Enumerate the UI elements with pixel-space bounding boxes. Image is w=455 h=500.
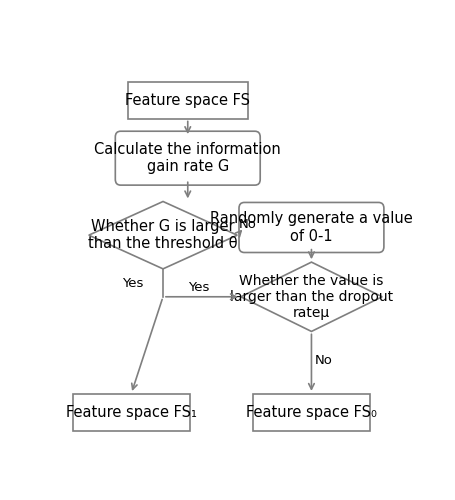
Bar	[253, 394, 369, 430]
Polygon shape	[89, 202, 237, 269]
Text: Whether G is larger
than the threshold θ: Whether G is larger than the threshold θ	[88, 219, 237, 252]
Text: Yes: Yes	[122, 277, 143, 290]
Text: No: No	[313, 354, 331, 367]
Text: Yes: Yes	[187, 281, 208, 294]
FancyBboxPatch shape	[238, 202, 383, 252]
Text: No: No	[238, 218, 256, 231]
FancyBboxPatch shape	[115, 131, 260, 185]
Text: Feature space FS: Feature space FS	[125, 93, 250, 108]
Polygon shape	[240, 262, 381, 332]
Text: Feature space FS₀: Feature space FS₀	[245, 405, 376, 420]
Text: Randomly generate a value
of 0-1: Randomly generate a value of 0-1	[210, 212, 412, 244]
Bar	[73, 394, 189, 430]
Text: Whether the value is
larger than the dropout
rateμ: Whether the value is larger than the dro…	[229, 274, 392, 320]
Text: Feature space FS₁: Feature space FS₁	[66, 405, 196, 420]
Bar	[127, 82, 248, 118]
Text: Calculate the information
gain rate G: Calculate the information gain rate G	[94, 142, 281, 174]
